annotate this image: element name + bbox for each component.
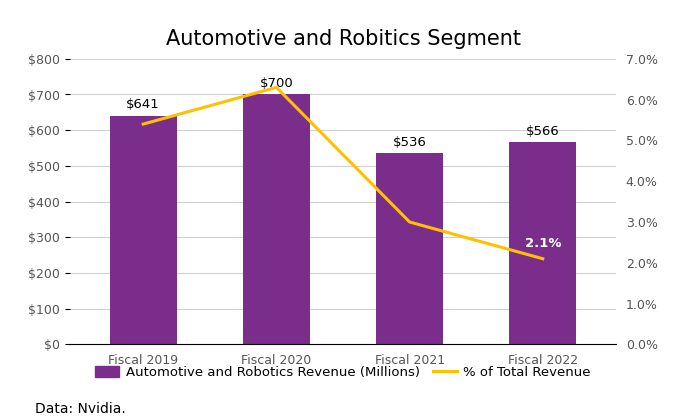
Text: Data: Nvidia.: Data: Nvidia.: [35, 402, 126, 416]
Title: Automotive and Robitics Segment: Automotive and Robitics Segment: [165, 29, 521, 49]
Bar: [377, 153, 443, 344]
Bar: [243, 94, 309, 344]
Text: $641: $641: [127, 98, 160, 111]
Bar: [510, 142, 576, 344]
Text: $700: $700: [260, 77, 293, 90]
Bar: [110, 116, 176, 344]
Text: $566: $566: [526, 125, 559, 138]
Legend: Automotive and Robotics Revenue (Millions), % of Total Revenue: Automotive and Robotics Revenue (Million…: [90, 360, 596, 384]
Text: 2.1%: 2.1%: [524, 237, 561, 250]
Text: $536: $536: [393, 136, 426, 149]
